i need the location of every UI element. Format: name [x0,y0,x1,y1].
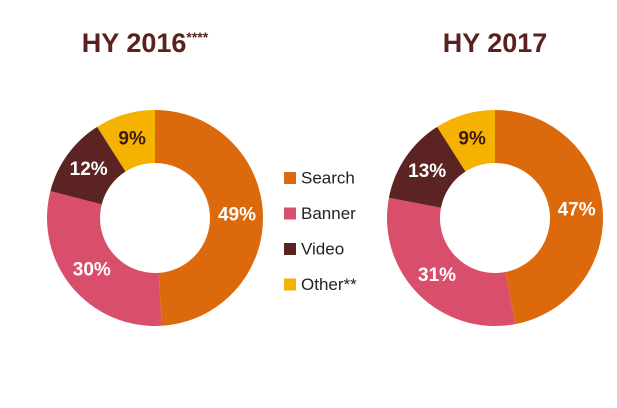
title-text: HY 2016 [82,28,187,58]
value-label: 47% [558,199,596,220]
value-label: 30% [73,259,111,280]
legend-swatch [284,243,296,255]
legend-swatch [284,278,296,291]
donut-slice [388,126,466,208]
value-label: 31% [418,265,456,286]
title-note: **** [186,29,208,45]
value-label: 13% [408,161,446,182]
value-label: 9% [118,128,146,149]
value-label: 12% [70,159,108,180]
title-text: HY 2017 [443,28,548,58]
donut-slice [46,191,162,327]
legend-label: Banner [301,204,356,223]
donut-slice [50,126,126,205]
chart-title: HY 2016**** [82,28,209,58]
legend-swatch [284,172,296,184]
legend-swatch [284,207,296,220]
legend-label: Other** [301,275,357,294]
legend-label: Video [301,239,344,258]
donut-slice [155,110,263,326]
legend-label: Search [301,168,355,187]
donut-slice [437,110,495,172]
value-label: 49% [218,204,256,225]
donut-slice [495,110,604,325]
value-label: 9% [458,128,486,149]
donut-slice [97,110,155,172]
chart-title: HY 2017 [443,28,548,58]
donut-slice [386,197,516,326]
